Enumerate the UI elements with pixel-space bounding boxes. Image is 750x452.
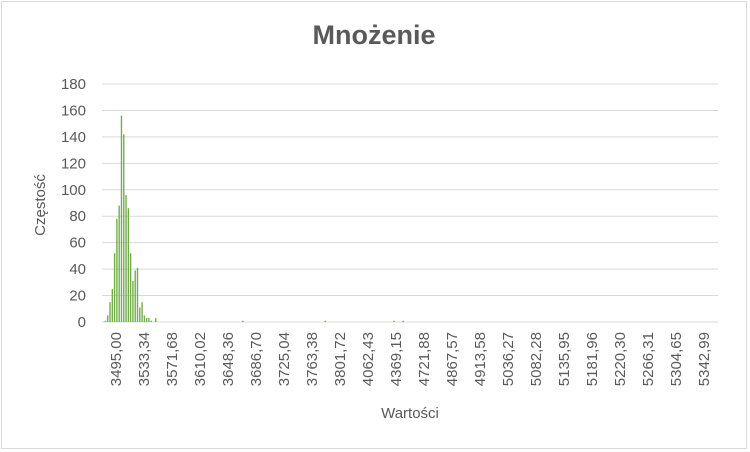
- x-tick-label: 3610,02: [192, 332, 209, 386]
- gridlines: [102, 83, 718, 323]
- histogram-bar: [109, 302, 111, 322]
- y-tick-label: 60: [69, 235, 86, 252]
- x-tick-label: 3571,68: [164, 332, 181, 386]
- x-tick-label: 4369,15: [388, 332, 405, 386]
- y-tick-label: 140: [61, 129, 86, 146]
- histogram-bar: [242, 320, 244, 322]
- y-axis-title: Częstość: [32, 174, 49, 236]
- x-tick-label: 4062,43: [360, 332, 377, 386]
- x-tick-label: 3725,04: [276, 332, 293, 386]
- chart-title: Mnożenie: [312, 20, 436, 50]
- histogram-bar: [113, 253, 116, 322]
- histogram-bar: [116, 218, 118, 322]
- y-axis-ticks: 0 20 40 60 80 100 120 140 160 180: [61, 76, 86, 331]
- x-tick-label: 3495,00: [108, 332, 125, 386]
- y-tick-label: 120: [61, 155, 86, 172]
- x-tick-label: 5135,95: [556, 332, 573, 386]
- y-tick-label: 160: [61, 102, 86, 119]
- x-tick-label: 5181,96: [584, 332, 601, 386]
- histogram-bar: [136, 267, 139, 322]
- x-tick-label: 3648,36: [220, 332, 237, 386]
- histogram-bar: [134, 270, 136, 322]
- histogram-bar: [129, 253, 132, 322]
- histogram-bar: [155, 318, 157, 322]
- x-tick-label: 4721,88: [416, 332, 433, 386]
- x-tick-label: 3801,72: [332, 332, 349, 386]
- y-tick-label: 80: [69, 208, 86, 225]
- x-tick-label: 5220,30: [612, 332, 629, 386]
- histogram-bar: [143, 315, 146, 322]
- y-tick-label: 20: [69, 288, 86, 305]
- x-tick-label: 5266,31: [640, 332, 657, 386]
- x-tick-label: 3533,34: [136, 332, 153, 386]
- histogram-bar: [125, 195, 127, 322]
- x-tick-label: 5304,65: [668, 332, 685, 386]
- histogram-bar: [132, 281, 134, 322]
- histogram-bar: [148, 318, 150, 322]
- x-tick-label: 5082,28: [528, 332, 545, 386]
- histogram-bar: [111, 288, 113, 322]
- x-tick-label: 3763,38: [304, 332, 321, 386]
- histogram-bar: [150, 320, 152, 322]
- histogram-bar: [107, 315, 109, 322]
- histogram-bar: [104, 320, 107, 322]
- histogram-bar: [141, 302, 143, 322]
- y-tick-label: 100: [61, 182, 86, 199]
- x-tick-label: 5342,99: [696, 332, 713, 386]
- x-tick-label: 5036,27: [500, 332, 517, 386]
- histogram-bar: [120, 115, 123, 322]
- histogram-bar: [127, 208, 130, 322]
- x-tick-label: 4913,58: [472, 332, 489, 386]
- histogram-bar: [324, 320, 326, 322]
- y-tick-label: 180: [61, 76, 86, 93]
- histogram-bar: [123, 134, 125, 322]
- histogram-bar: [139, 307, 141, 322]
- x-axis-title: Wartości: [381, 405, 439, 422]
- y-tick-label: 40: [69, 261, 86, 278]
- histogram-bar: [145, 318, 148, 322]
- histogram-bar: [393, 320, 395, 322]
- x-tick-label: 3686,70: [248, 332, 265, 386]
- x-tick-label: 4867,57: [444, 332, 461, 386]
- histogram-bar: [118, 205, 120, 322]
- y-tick-label: 0: [78, 314, 86, 331]
- x-axis-ticks: 3495,00 3533,34 3571,68 3610,02 3648,36 3686,…: [108, 332, 713, 386]
- bars: [104, 115, 404, 322]
- histogram-bar: [402, 320, 404, 322]
